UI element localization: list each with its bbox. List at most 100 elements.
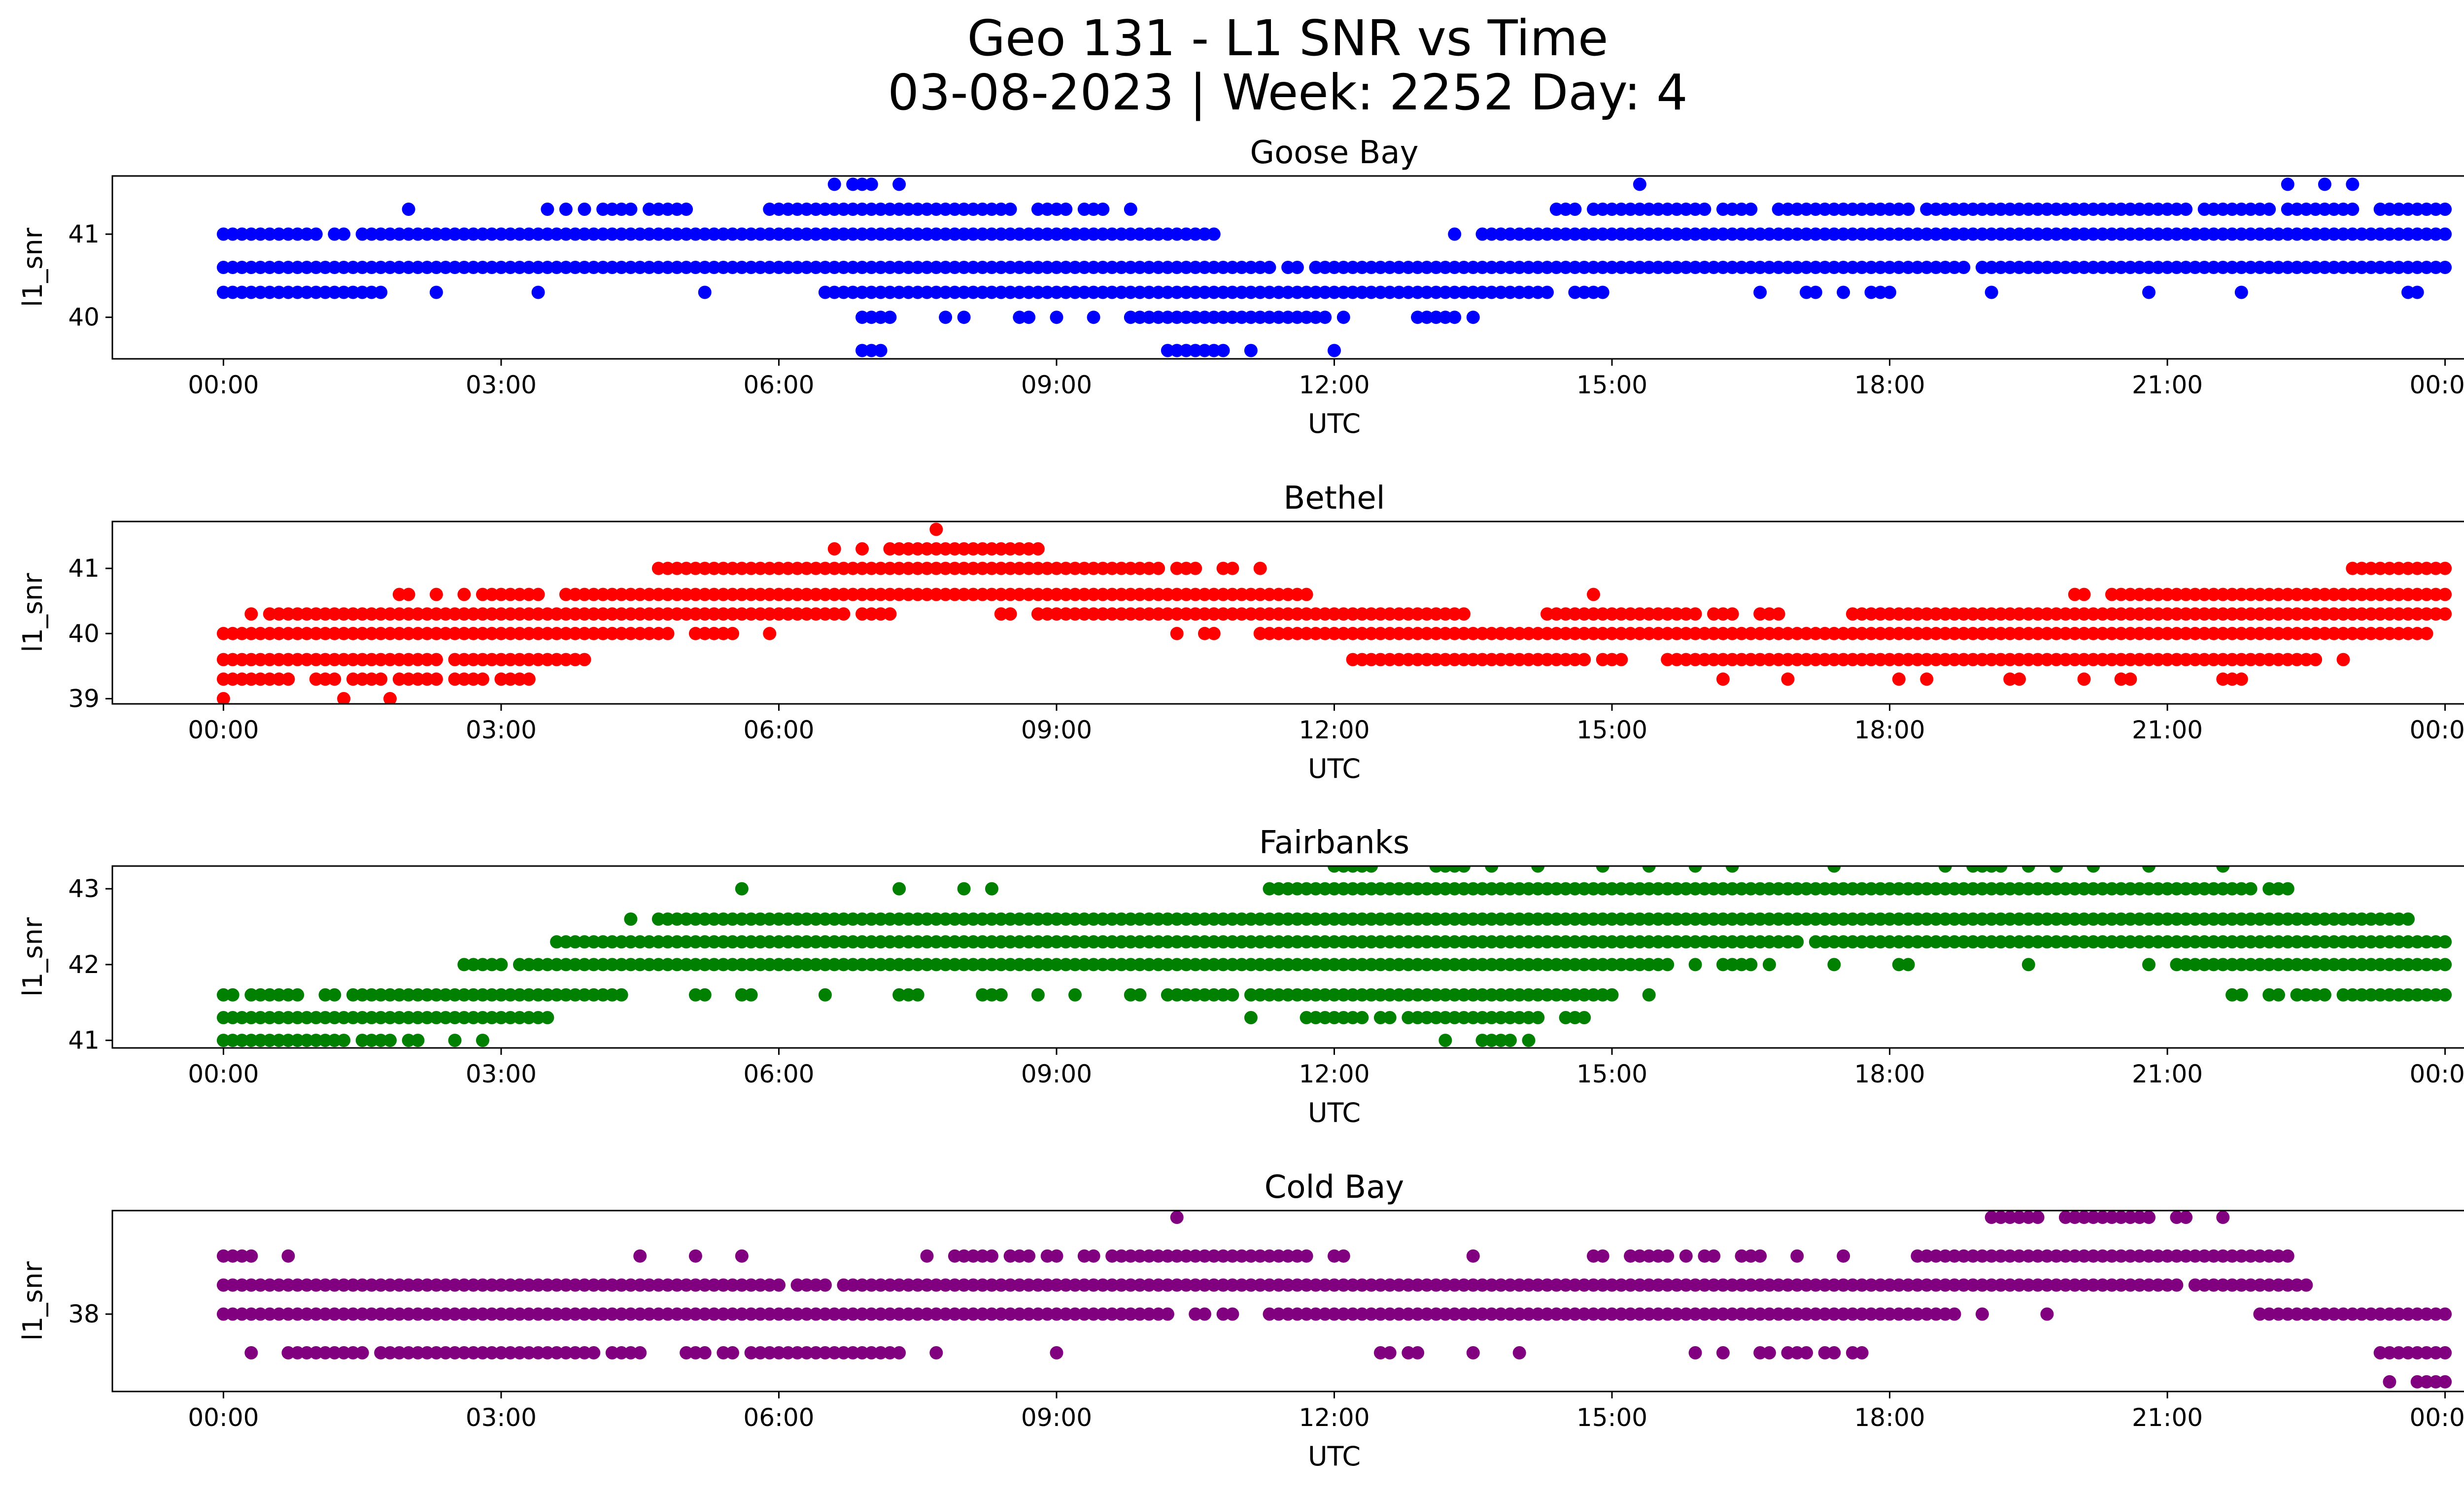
data-point [837,203,851,216]
data-point [2364,261,2378,274]
data-point [1031,1278,1045,1292]
data-point [2003,607,2017,621]
data-point [1050,588,1063,601]
data-point [1355,912,1369,926]
data-point [541,1346,554,1359]
data-point [1800,1346,1813,1359]
data-point [2290,203,2304,216]
data-point [2253,227,2267,241]
data-point [272,988,286,1002]
data-point [1587,626,1600,640]
data-point [1031,588,1045,601]
data-point [1827,1278,1841,1292]
data-point [1152,958,1165,972]
data-point [1226,311,1239,324]
data-point [1373,261,1387,274]
data-point [1735,935,1748,949]
data-point [1911,912,1924,926]
data-point [2299,588,2313,601]
data-point [624,607,638,621]
data-point [1087,935,1100,949]
data-point [374,1011,388,1024]
data-point [1207,227,1221,241]
data-point [2225,1249,2239,1263]
data-point [550,653,564,666]
data-point [1429,935,1443,949]
data-point [2281,935,2294,949]
data-point [1142,1307,1156,1321]
data-point [1402,1011,1415,1024]
data-point [328,988,342,1002]
data-point [578,1346,591,1359]
data-point [864,344,878,357]
data-point [2420,1307,2433,1321]
data-point [1846,1278,1859,1292]
data-point [2318,1307,2331,1321]
data-point [439,1278,452,1292]
data-point [911,912,924,926]
data-point [2318,626,2331,640]
data-point [1420,311,1434,324]
data-point [2096,1278,2110,1292]
data-point [2040,1249,2054,1263]
data-point [883,935,897,949]
data-point [772,588,786,601]
data-point [2031,227,2045,241]
data-point [2142,912,2156,926]
data-point [856,285,869,299]
data-point [772,958,786,972]
data-point [2234,626,2248,640]
data-point [1411,958,1425,972]
data-point [1744,1278,1758,1292]
data-point [448,1346,462,1359]
data-point [1753,626,1767,640]
data-point [1651,912,1665,926]
data-point [800,261,814,274]
data-point [2429,227,2443,241]
data-point [615,1278,628,1292]
data-point [901,935,915,949]
data-point [1263,1307,1276,1321]
data-point [2234,261,2248,274]
data-point [596,588,610,601]
data-point [1059,588,1073,601]
data-point [1336,1011,1350,1024]
data-point [2021,203,2035,216]
figure-title-line2: 03-08-2023 | Week: 2252 Day: 4 [888,64,1687,121]
data-point [1272,588,1286,601]
data-point [911,561,924,575]
data-point [2207,607,2221,621]
data-point [559,626,573,640]
data-point [392,1278,406,1292]
data-point [1263,1278,1276,1292]
data-point [263,1278,276,1292]
data-point [457,588,471,601]
data-point [1438,285,1452,299]
data-point [2058,203,2072,216]
data-point [1448,958,1462,972]
data-point [1485,626,1499,640]
data-point [263,1011,276,1024]
data-point [1957,653,1971,666]
data-point [1253,1249,1267,1263]
data-point [1503,261,1517,274]
data-point [1365,653,1378,666]
data-point [1938,626,1952,640]
data-point [2355,561,2368,575]
data-point [1605,988,1619,1002]
data-point [1133,1307,1147,1321]
data-point [541,1307,554,1321]
data-point [1189,261,1202,274]
data-point [1661,1307,1675,1321]
data-point [1281,261,1295,274]
data-point [735,561,749,575]
data-point [2170,261,2184,274]
data-point [837,227,851,241]
data-point [976,203,990,216]
data-point [892,1278,906,1292]
data-point [2244,261,2258,274]
data-point [1679,261,1693,274]
data-point [1429,626,1443,640]
data-point [1466,882,1480,896]
data-point [1809,626,1822,640]
